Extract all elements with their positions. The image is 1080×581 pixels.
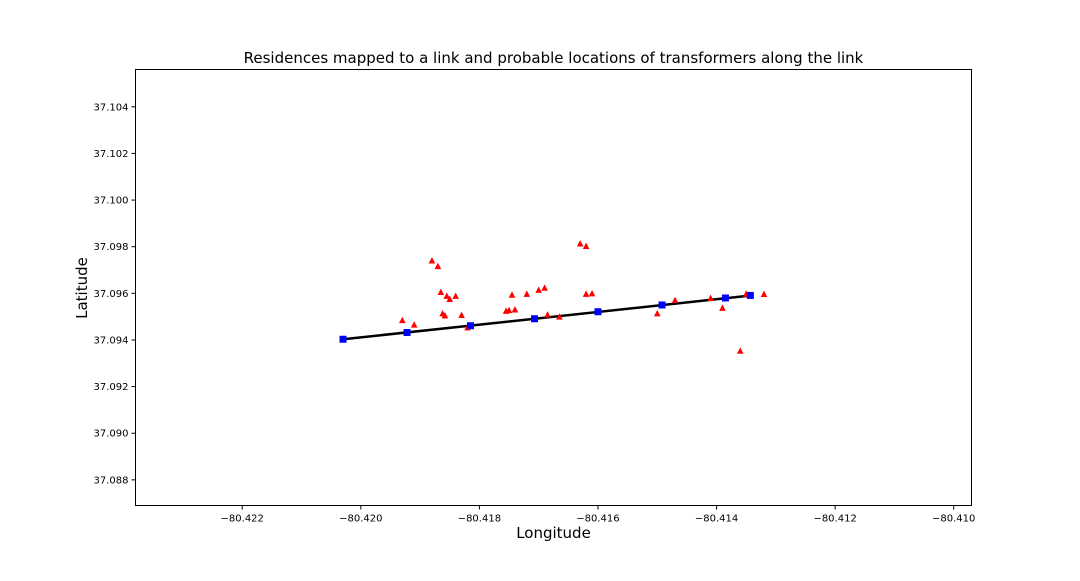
x-tick-label: −80.416 bbox=[576, 514, 619, 525]
x-tick-label: −80.412 bbox=[813, 514, 856, 525]
residence-point bbox=[443, 292, 451, 299]
residence-point bbox=[671, 296, 679, 304]
residence-point bbox=[523, 290, 531, 297]
residence-point bbox=[441, 312, 449, 319]
y-tick-label: 37.096 bbox=[94, 289, 129, 300]
transformer-point bbox=[721, 294, 729, 302]
transformer-point bbox=[658, 301, 666, 309]
residence-point bbox=[511, 306, 519, 313]
y-tick-label: 37.098 bbox=[94, 242, 129, 253]
residence-point bbox=[707, 294, 714, 302]
series-layer bbox=[339, 240, 768, 354]
chart-title: Residences mapped to a link and probable… bbox=[244, 49, 864, 67]
transformer-point bbox=[746, 291, 754, 299]
x-tick-label: −80.414 bbox=[695, 514, 738, 525]
residence-point bbox=[399, 316, 406, 324]
x-axis: −80.422 −80.420 −80.418 −80.416 −80.414 −80.4… bbox=[221, 505, 975, 525]
transformer-point bbox=[339, 335, 347, 343]
residence-point bbox=[653, 310, 661, 317]
y-tick-label: 37.092 bbox=[94, 382, 129, 393]
residence-point bbox=[582, 290, 590, 297]
residence-point bbox=[736, 347, 744, 354]
residence-point bbox=[437, 288, 445, 295]
residence-point bbox=[588, 289, 596, 297]
residence-point bbox=[535, 286, 542, 293]
y-tick-label: 37.090 bbox=[94, 429, 129, 440]
residence-point bbox=[446, 295, 454, 302]
y-tick-label: 37.104 bbox=[94, 102, 129, 113]
x-tick-label: −80.410 bbox=[932, 514, 975, 525]
residence-point bbox=[582, 242, 590, 250]
residence-point bbox=[556, 313, 563, 320]
y-axis-title: Latitude bbox=[73, 257, 91, 319]
y-tick-label: 37.102 bbox=[94, 149, 129, 160]
residence-point bbox=[410, 321, 418, 328]
residence-point bbox=[541, 284, 548, 291]
y-tick-label: 37.094 bbox=[94, 335, 129, 346]
y-tick-label: 37.088 bbox=[94, 475, 129, 486]
x-tick-label: −80.420 bbox=[339, 514, 382, 525]
residence-point bbox=[719, 304, 726, 311]
residence-point bbox=[502, 307, 510, 314]
residence-point bbox=[434, 262, 442, 270]
residence-point bbox=[508, 291, 516, 298]
residence-point bbox=[458, 311, 465, 319]
residence-point bbox=[428, 257, 436, 264]
transformer-point bbox=[466, 322, 474, 330]
x-axis-title: Longitude bbox=[516, 524, 591, 542]
transformer-point bbox=[531, 315, 539, 323]
y-tick-label: 37.100 bbox=[94, 196, 129, 207]
y-axis: 37.088 37.090 37.092 37.094 37.096 37.098 37.1… bbox=[94, 102, 136, 486]
residence-point bbox=[452, 292, 459, 299]
transformer-point bbox=[403, 328, 411, 336]
residence-point bbox=[760, 290, 768, 298]
residence-point bbox=[544, 311, 551, 318]
transformer-point bbox=[594, 308, 602, 316]
x-tick-label: −80.418 bbox=[458, 514, 501, 525]
x-tick-label: −80.422 bbox=[221, 514, 264, 525]
plot-area bbox=[135, 69, 972, 506]
residence-point bbox=[576, 240, 584, 247]
